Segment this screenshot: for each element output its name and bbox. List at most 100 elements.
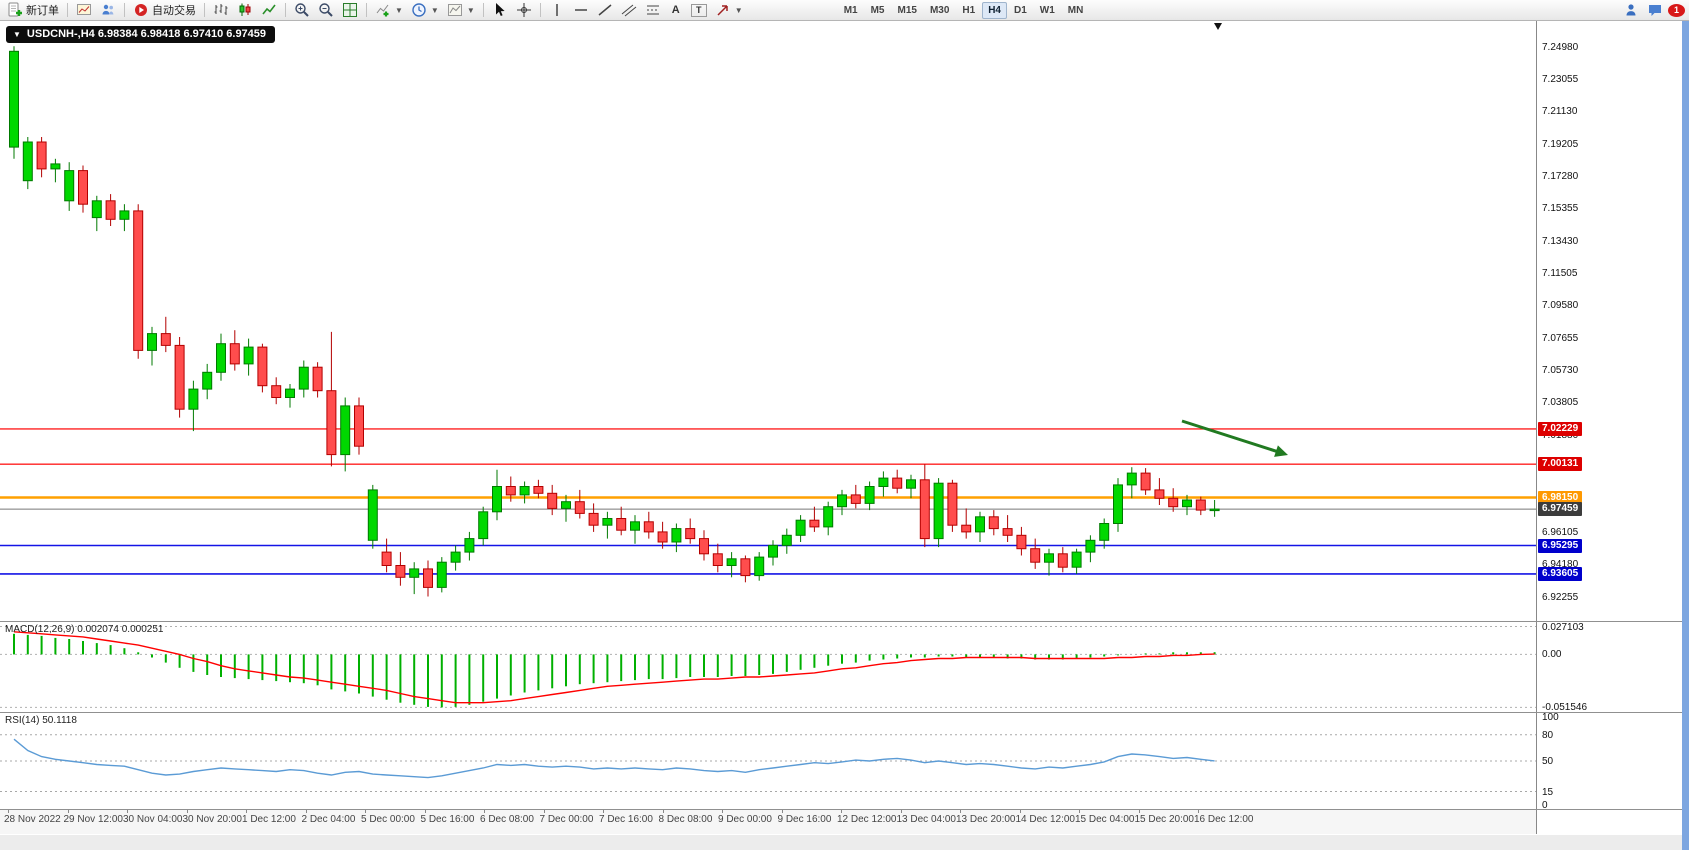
timeframe-m30[interactable]: M30 [929, 4, 950, 16]
macd-pane[interactable]: MACD(12,26,9) 0.002074 0.000251 [0, 622, 1536, 712]
axis-tick: 7.05730 [1542, 365, 1579, 377]
time-tick-mark [186, 810, 188, 813]
vertical-line-tool-button[interactable] [546, 1, 568, 19]
separator [539, 3, 541, 17]
crosshair-icon [516, 2, 532, 18]
add-indicator-button[interactable]: ▼ [372, 1, 406, 19]
chart-title[interactable]: ▼ USDCNH-,H4 6.98384 6.98418 6.97410 6.9… [6, 26, 276, 43]
time-tick-mark [246, 810, 247, 813]
time-tick: 2 Dec 04:00 [301, 814, 356, 825]
template-button[interactable]: ▼ [444, 1, 478, 19]
time-tick: 29 Nov 12:00 [63, 814, 124, 825]
time-tick: 15 Dec 20:00 [1134, 814, 1195, 825]
pane-divider[interactable] [0, 712, 1689, 713]
axis-tick: 7.07655 [1542, 332, 1579, 344]
label-tool-icon: T [690, 3, 707, 17]
macd-label: MACD(12,26,9) 0.002074 0.000251 [5, 624, 164, 635]
bar-chart-mode-button[interactable] [210, 1, 232, 19]
time-tick: 15 Dec 04:00 [1075, 814, 1135, 825]
macd-canvas [0, 622, 1536, 712]
time-tick: 13 Dec 04:00 [896, 814, 957, 825]
timeframe-mn[interactable]: MN [1067, 4, 1084, 16]
main-chart-canvas[interactable] [0, 21, 1536, 621]
time-tick: 14 Dec 12:00 [1015, 814, 1076, 825]
time-tick-mark [365, 810, 366, 813]
price-axis[interactable]: 7.24980 7.23055 7.21130 7.19205 7.17280 7.153… [1536, 21, 1689, 834]
trendline-tool-button[interactable] [594, 1, 616, 19]
chat-button[interactable] [1644, 1, 1666, 19]
community-button[interactable] [1620, 1, 1642, 19]
zoom-in-button[interactable] [291, 1, 313, 19]
timeframe-m5[interactable]: M5 [870, 4, 885, 16]
time-tick: 16 Dec 12:00 [1194, 814, 1254, 825]
profiles-button[interactable] [97, 1, 119, 19]
time-tick: 13 Dec 20:00 [956, 814, 1016, 825]
timeframe-m15[interactable]: M15 [897, 4, 917, 16]
chart-title-text: USDCNH-,H4 6.98384 6.98418 6.97410 6.974… [26, 28, 267, 40]
axis-tick: 15 [1542, 786, 1554, 798]
channel-tool-button[interactable] [618, 1, 640, 19]
line-chart-icon [261, 2, 277, 18]
axis-tick: 7.24980 [1542, 41, 1579, 53]
axis-tick: 0.00 [1542, 649, 1562, 661]
fibonacci-icon [645, 2, 661, 18]
axis-tick: 7.15355 [1542, 203, 1579, 215]
auto-trading-button[interactable]: 自动交易 [130, 1, 199, 19]
trendline-icon [597, 2, 613, 18]
time-tick-mark [900, 810, 902, 813]
time-tick: 5 Dec 00:00 [361, 814, 415, 825]
crosshair-tool-button[interactable] [513, 1, 535, 19]
timeframe-h4[interactable]: H4 [982, 1, 1007, 19]
fibonacci-tool-button[interactable] [642, 1, 664, 19]
zoom-out-button[interactable] [315, 1, 337, 19]
label-tool-button[interactable]: T [688, 3, 710, 18]
bar-chart-icon [213, 2, 229, 18]
main-chart-pane[interactable]: ▼ USDCNH-,H4 6.98384 6.98418 6.97410 6.9… [0, 21, 1536, 621]
timeframe-w1[interactable]: W1 [1039, 4, 1055, 16]
candlestick-mode-button[interactable] [234, 1, 256, 19]
time-tick-mark [305, 810, 307, 813]
timeframe-d1[interactable]: D1 [1014, 4, 1027, 16]
axis-tick: 7.13430 [1542, 235, 1579, 247]
time-tick: 6 Dec 08:00 [480, 814, 534, 825]
time-tick: 7 Dec 00:00 [539, 814, 594, 825]
new-order-icon [7, 2, 23, 18]
text-tool-button[interactable]: A [666, 3, 686, 17]
line-chart-mode-button[interactable] [258, 1, 280, 19]
axis-tick: 7.11505 [1542, 268, 1578, 279]
time-tick-mark [841, 810, 842, 813]
cursor-tool-button[interactable] [489, 1, 511, 19]
axis-tick: 80 [1542, 729, 1554, 741]
pane-divider [0, 809, 1689, 810]
time-tick: 9 Dec 00:00 [718, 814, 772, 825]
time-tick-mark [603, 810, 604, 813]
tile-windows-button[interactable] [339, 1, 361, 19]
time-tick: 1 Dec 12:00 [242, 814, 296, 825]
horizontal-line-tool-button[interactable] [570, 1, 592, 19]
time-tick: 12 Dec 12:00 [837, 814, 897, 825]
symbol-dropdown-icon[interactable]: ▼ [13, 29, 21, 39]
auto-trading-label: 自动交易 [152, 5, 196, 17]
time-tick: 30 Nov 04:00 [123, 814, 183, 825]
chevron-down-icon: ▼ [395, 5, 403, 15]
pane-divider[interactable] [0, 621, 1689, 622]
new-order-button[interactable]: 新订单 [4, 1, 62, 19]
arrows-tool-button[interactable]: ▼ [712, 1, 746, 19]
period-button[interactable]: ▼ [408, 1, 442, 19]
tile-windows-icon [342, 2, 358, 18]
rsi-pane[interactable]: RSI(14) 50.1118 [0, 713, 1536, 809]
chevron-down-icon: ▼ [466, 5, 475, 15]
chart-window-button[interactable] [73, 1, 95, 19]
time-tick-mark [1138, 810, 1140, 813]
timeframe-m1[interactable]: M1 [843, 4, 858, 16]
axis-tick: 7.23055 [1542, 73, 1579, 85]
notification-badge[interactable]: 1 [1668, 3, 1685, 17]
timeframe-h1[interactable]: H1 [962, 4, 976, 16]
toolbar: 新订单 自动交易 ▼ ▼ ▼ A T ▼ [0, 0, 1689, 21]
time-tick-mark [1079, 810, 1080, 813]
time-tick-mark [722, 810, 723, 813]
time-axis[interactable]: 28 Nov 2022 29 Nov 12:00 30 Nov 04:00 30 No… [0, 810, 1536, 834]
template-icon [447, 2, 463, 18]
right-scrollbar[interactable] [1682, 21, 1689, 850]
